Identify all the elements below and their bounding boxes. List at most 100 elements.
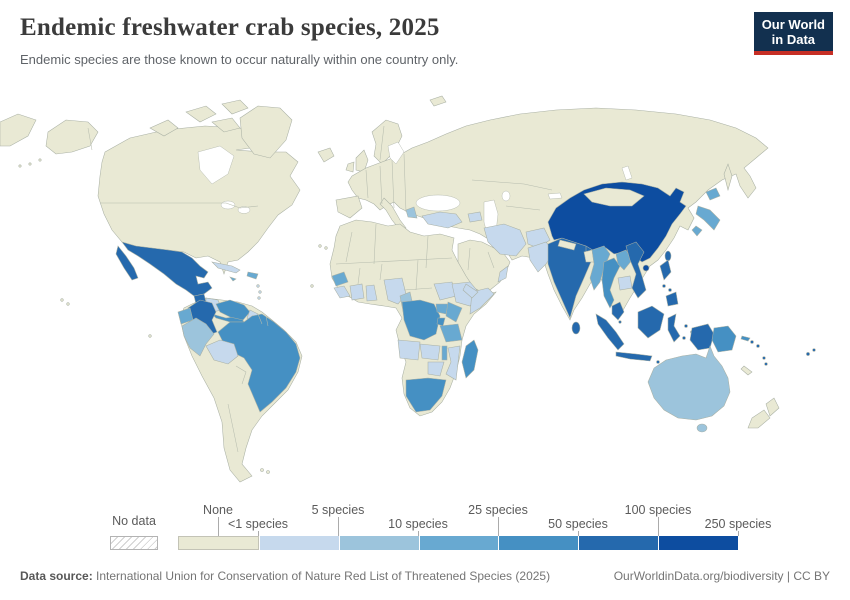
chart-footer: Data source: International Union for Con… bbox=[20, 569, 830, 583]
country-yemen[interactable] bbox=[462, 283, 479, 299]
country-ireland[interactable] bbox=[345, 161, 355, 173]
country-borneo[interactable] bbox=[637, 305, 665, 339]
country-greenland[interactable] bbox=[239, 105, 293, 159]
legend-tick bbox=[498, 517, 499, 536]
country-australia[interactable] bbox=[647, 345, 731, 421]
legend-label: 25 species bbox=[468, 503, 528, 517]
legend-segment-0[interactable] bbox=[178, 536, 259, 550]
country-russia-wrap[interactable] bbox=[0, 113, 37, 147]
country-uganda[interactable] bbox=[435, 303, 449, 315]
country-brazil[interactable] bbox=[217, 313, 301, 413]
country-cuba[interactable] bbox=[211, 261, 241, 274]
svalbard bbox=[429, 95, 447, 107]
country-greece[interactable] bbox=[405, 206, 418, 219]
country-oman[interactable] bbox=[497, 265, 509, 283]
country-madagascar[interactable] bbox=[461, 339, 479, 379]
country-nepal[interactable] bbox=[557, 239, 577, 251]
footer-link[interactable]: OurWorldinData.org/biodiversity | CC BY bbox=[613, 569, 830, 583]
baltic-sea bbox=[387, 141, 405, 165]
country-venezuela[interactable] bbox=[215, 299, 251, 321]
country-taiwan[interactable] bbox=[664, 250, 672, 262]
legend-tick bbox=[738, 531, 739, 536]
legend-color-bar[interactable] bbox=[178, 536, 739, 550]
chart-subtitle: Endemic species are those known to occur… bbox=[20, 52, 459, 67]
country-hispaniola[interactable] bbox=[246, 271, 259, 280]
galapagos-islands bbox=[148, 334, 152, 338]
country-azerbaijan[interactable] bbox=[467, 211, 483, 223]
owid-logo[interactable]: Our World in Data bbox=[753, 12, 833, 55]
country-mexico[interactable] bbox=[115, 241, 213, 297]
legend-tick bbox=[338, 517, 339, 536]
country-japan[interactable] bbox=[691, 187, 721, 237]
country-tanzania[interactable] bbox=[439, 323, 463, 343]
legend-label: 50 species bbox=[548, 517, 608, 531]
country-somalia[interactable] bbox=[469, 287, 495, 315]
country-philippines[interactable] bbox=[659, 259, 679, 307]
country-zambia[interactable] bbox=[419, 343, 441, 361]
country-australia-tasmania[interactable] bbox=[696, 423, 708, 433]
country-vanuatu bbox=[762, 356, 768, 366]
country-papua-new-guinea[interactable] bbox=[711, 325, 751, 353]
country-uk[interactable] bbox=[355, 149, 369, 173]
country-ghana[interactable] bbox=[365, 284, 378, 302]
country-mongolia[interactable] bbox=[583, 187, 645, 207]
country-sri-lanka[interactable] bbox=[571, 321, 581, 335]
country-new-zealand[interactable] bbox=[747, 397, 780, 429]
country-guinea[interactable] bbox=[331, 271, 349, 287]
lake-baikal bbox=[621, 165, 633, 181]
country-laos[interactable] bbox=[615, 249, 633, 271]
canada-arctic-islands bbox=[149, 99, 249, 137]
data-source-label: Data source: bbox=[20, 569, 93, 583]
country-usa-alaska[interactable] bbox=[45, 119, 99, 155]
legend-segment-3[interactable] bbox=[418, 536, 499, 550]
hawaii-islands bbox=[60, 298, 70, 306]
country-indonesia-java[interactable] bbox=[615, 351, 653, 362]
country-cote-divoire[interactable] bbox=[349, 283, 365, 301]
legend-label: 5 species bbox=[311, 503, 365, 517]
hudson-bay bbox=[197, 145, 235, 185]
country-iceland[interactable] bbox=[317, 147, 335, 163]
country-kenya[interactable] bbox=[445, 301, 463, 323]
legend-segment-2[interactable] bbox=[338, 536, 419, 550]
great-lakes bbox=[237, 206, 251, 214]
country-spain-portugal[interactable] bbox=[335, 195, 363, 219]
country-indonesia-sulawesi[interactable] bbox=[667, 313, 681, 343]
legend-tick bbox=[578, 531, 579, 536]
country-vietnam[interactable] bbox=[625, 241, 647, 299]
country-zimbabwe[interactable] bbox=[427, 361, 445, 377]
country-turkey[interactable] bbox=[421, 211, 463, 229]
sakhalin-island bbox=[723, 163, 733, 192]
legend-segment-5[interactable] bbox=[578, 536, 659, 550]
falkland-islands bbox=[260, 468, 270, 474]
country-pakistan[interactable] bbox=[527, 241, 555, 273]
lesser-antilles bbox=[256, 284, 262, 300]
canary-islands bbox=[318, 244, 328, 250]
country-sierra-leone-liberia[interactable] bbox=[333, 285, 351, 299]
legend-segment-4[interactable] bbox=[498, 536, 579, 550]
country-drc[interactable] bbox=[401, 299, 441, 341]
country-peru[interactable] bbox=[181, 317, 215, 357]
country-new-caledonia bbox=[740, 365, 753, 376]
country-jamaica[interactable] bbox=[229, 276, 237, 282]
no-data-swatch[interactable] bbox=[110, 536, 158, 550]
legend-segment-6[interactable] bbox=[658, 536, 739, 550]
country-malaysia[interactable] bbox=[611, 301, 625, 324]
data-source-note: Data source: International Union for Con… bbox=[20, 569, 550, 583]
country-south-africa[interactable] bbox=[405, 377, 447, 413]
country-bolivia[interactable] bbox=[205, 339, 239, 365]
country-indonesia-papua[interactable] bbox=[689, 323, 715, 351]
country-indonesia-sumatra[interactable] bbox=[595, 313, 625, 351]
country-angola[interactable] bbox=[397, 339, 421, 361]
country-malawi[interactable] bbox=[441, 345, 448, 361]
country-myanmar[interactable] bbox=[589, 245, 611, 291]
legend-label: 100 species bbox=[624, 503, 692, 517]
legend-segment-1[interactable] bbox=[258, 536, 339, 550]
country-mozambique[interactable] bbox=[445, 345, 461, 381]
page-title: Endemic freshwater crab species, 2025 bbox=[20, 14, 440, 41]
country-iran[interactable] bbox=[483, 223, 527, 257]
country-thailand[interactable] bbox=[601, 257, 621, 309]
country-cambodia[interactable] bbox=[617, 275, 633, 291]
legend-tick bbox=[258, 531, 259, 536]
